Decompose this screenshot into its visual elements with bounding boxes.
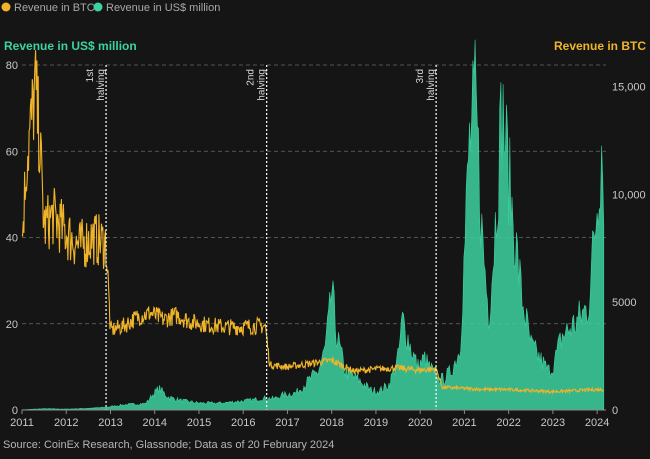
x-tick-label: 2020 (408, 417, 432, 429)
x-tick-label: 2011 (10, 417, 34, 429)
legend-swatch-btc (1, 2, 11, 12)
x-tick-label: 2023 (541, 417, 565, 429)
usd-revenue-area (21, 39, 605, 411)
y-right-tick-label: 0 (612, 405, 618, 417)
usd-revenue-area-path (21, 39, 605, 411)
halving-label: 2ndhalving (246, 69, 268, 101)
halving-label: 1sthalving (85, 69, 107, 101)
y-right-tick-label: 10,000 (612, 189, 646, 201)
y-left-tick-label: 0 (12, 405, 18, 417)
x-tick-label: 2018 (319, 417, 343, 429)
y-left-tick-label: 80 (6, 60, 18, 72)
y-right-tick-label: 15,000 (612, 82, 646, 94)
x-tick-label: 2015 (187, 417, 211, 429)
y-right-tick-label: 5000 (612, 297, 636, 309)
x-tick-label: 2019 (364, 417, 388, 429)
y-left-tick-label: 60 (6, 146, 18, 158)
x-tick-label: 2022 (496, 417, 520, 429)
halving-label-line: halving (96, 69, 107, 101)
halving-label-line: 1st (85, 69, 96, 83)
halving-label: 3rdhalving (415, 69, 437, 101)
x-tick-label: 2014 (142, 417, 166, 429)
halving-label-line: halving (257, 69, 268, 101)
x-tick-label: 2016 (231, 417, 255, 429)
halving-markers: 1sthalving 2ndhalving 3rdhalving (85, 65, 437, 410)
source-note: Source: CoinEx Research, Glassnode; Data… (3, 439, 334, 451)
legend: Revenue in BTC Revenue in US$ million (1, 2, 220, 14)
x-tick-label: 2012 (54, 417, 78, 429)
x-tick-label: 2013 (98, 417, 122, 429)
x-tick-label: 2024 (585, 417, 609, 429)
y-left-tick-label: 40 (6, 233, 18, 245)
y-left-tick-label: 20 (6, 319, 18, 331)
x-tick-label: 2017 (275, 417, 299, 429)
halving-label-line: 3rd (415, 69, 426, 83)
axes: 0 20 40 60 80 0 5000 10,000 15,000 2011 2012 2013 20… (6, 60, 646, 429)
left-axis-title: Revenue in US$ million (4, 39, 137, 53)
legend-label-usd: Revenue in US$ million (106, 2, 220, 14)
x-tick-label: 2021 (452, 417, 476, 429)
legend-swatch-usd (93, 2, 103, 12)
right-axis-title: Revenue in BTC (554, 39, 646, 53)
halving-label-line: halving (426, 69, 437, 101)
legend-label-btc: Revenue in BTC (14, 2, 95, 14)
btc-revenue-line-path (21, 50, 604, 395)
btc-revenue-line (21, 50, 604, 395)
halving-label-line: 2nd (246, 69, 257, 86)
